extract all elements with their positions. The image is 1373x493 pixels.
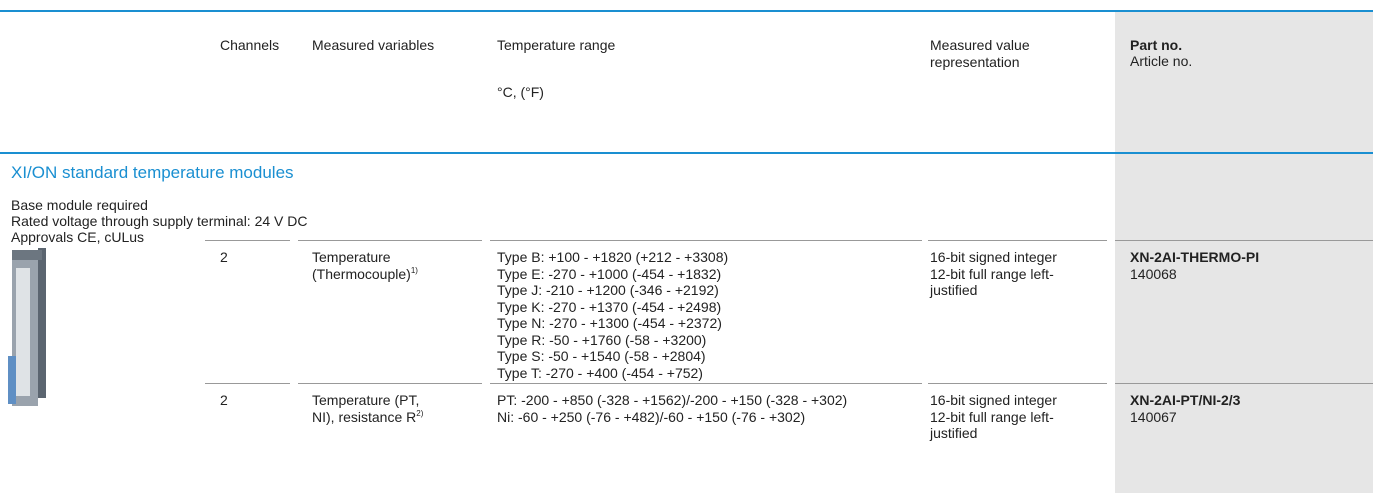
- representation: 16-bit signed integer: [930, 249, 1057, 265]
- header-cell: Temperature range: [497, 37, 616, 53]
- header-cell: Part no.: [1130, 37, 1183, 53]
- measured-variable: Temperature: [312, 249, 391, 265]
- temperature-range: Type N: -270 - +1300 (-454 - +2372): [497, 315, 722, 331]
- note: Rated voltage through supply terminal: 2…: [11, 213, 308, 229]
- row-rule: [205, 383, 290, 384]
- header-cell: Channels: [220, 37, 280, 53]
- header-cell: Article no.: [1130, 53, 1193, 69]
- measured-variable: (Thermocouple)1): [312, 265, 418, 282]
- footnote: 2): [416, 408, 424, 418]
- row-rule: [298, 383, 482, 384]
- representation: 12-bit full range left-: [930, 265, 1054, 282]
- part-no: XN-2AI-THERMO-PI: [1130, 249, 1260, 265]
- part-no: XN-2AI-PT/NI-2/3: [1130, 392, 1241, 408]
- temperature-range: PT: -200 - +850 (-328 - +1562)/-200 - +1…: [497, 392, 848, 408]
- header-cell: Measured variables: [312, 37, 435, 53]
- header-unit: °C, (°F): [497, 84, 544, 100]
- representation: 16-bit signed integer: [930, 392, 1057, 408]
- temperature-range: Type B: +100 - +1820 (+212 - +3308): [497, 249, 729, 265]
- note: Approvals CE, cULus: [11, 229, 145, 245]
- footnote: 1): [410, 265, 418, 275]
- top-rule: [0, 10, 1373, 12]
- article-no: 140068: [1130, 265, 1177, 282]
- row-rule: [928, 240, 1107, 241]
- header-cell: Measured value representation: [930, 37, 1030, 70]
- temperature-range: Ni: -60 - +250 (-76 - +482)/-60 - +150 (…: [497, 408, 806, 425]
- row-rule: [1115, 240, 1373, 241]
- row-rule: [205, 240, 290, 241]
- temperature-range: Type S: -50 - +1540 (-58 - +2804): [497, 348, 706, 364]
- section-title: XI/ON standard temperature modules: [11, 163, 294, 182]
- channels: 2: [220, 249, 228, 265]
- row-rule: [928, 383, 1107, 384]
- row-rule: [298, 240, 482, 241]
- representation: justified: [930, 282, 978, 298]
- row-rule: [490, 383, 922, 384]
- module-image: [8, 248, 46, 406]
- row-rule: [1115, 383, 1373, 384]
- channels: 2: [220, 392, 228, 408]
- representation: 12-bit full range left-: [930, 408, 1054, 425]
- measured-variable: Temperature (PT,: [312, 392, 420, 408]
- measured-variable: NI), resistance R2): [312, 408, 424, 425]
- row-rule: [490, 240, 922, 241]
- article-no: 140067: [1130, 408, 1177, 425]
- temperature-range: Type T: -270 - +400 (-454 - +752): [497, 364, 703, 381]
- temperature-range: Type E: -270 - +1000 (-454 - +1832): [497, 265, 722, 282]
- representation: justified: [930, 425, 978, 441]
- part-column-bg: [1115, 12, 1373, 493]
- temperature-range: Type K: -270 - +1370 (-454 - +2498): [497, 298, 722, 315]
- section-rule: [0, 152, 1373, 154]
- temperature-range: Type J: -210 - +1200 (-346 - +2192): [497, 282, 719, 298]
- note: Base module required: [11, 197, 148, 213]
- temperature-range: Type R: -50 - +1760 (-58 - +3200): [497, 331, 707, 348]
